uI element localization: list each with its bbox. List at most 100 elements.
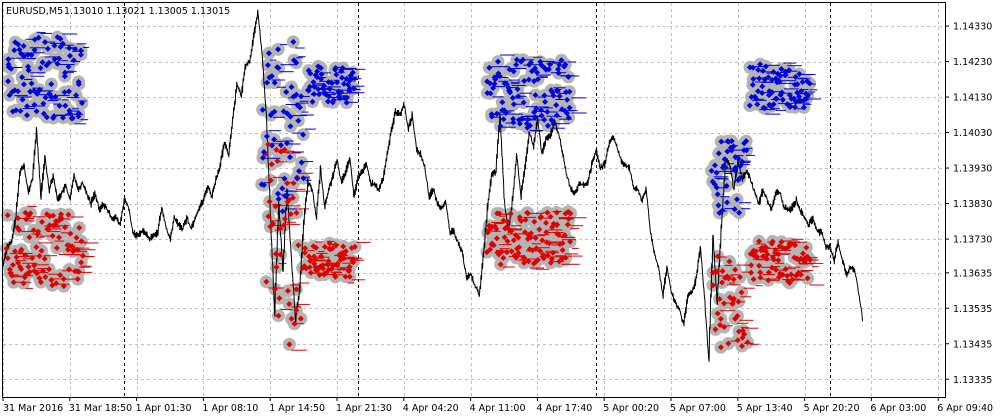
buy-order-marker [500,254,507,261]
buy-order-marker [515,234,522,241]
sell-order-marker [62,69,68,76]
sell-order-marker [296,168,302,175]
buy-order-marker [26,234,33,241]
sell-order-marker [73,92,80,99]
sell-order-marker [42,39,49,46]
sell-order-marker [723,182,730,189]
sell-order-marker [759,83,766,90]
sell-order-marker [565,73,572,80]
sell-order-marker [769,89,775,96]
x-tick-label: 4 Apr 04:20 [403,403,459,414]
x-tick-label: 5 Apr 07:00 [670,403,726,414]
buy-order-marker [775,251,782,258]
sell-order-marker [20,81,27,88]
buy-order-marker [534,256,541,263]
sell-order-marker [261,149,267,156]
buy-order-marker [78,238,85,245]
buy-order-marker [16,227,23,233]
x-tick-label: 31 Mar 2016 [3,403,63,414]
sell-order-marker [329,80,335,87]
sell-order-marker [724,148,731,155]
buy-order-marker [529,247,536,254]
buy-order-marker [308,257,315,264]
sell-order-marker [300,131,307,138]
buy-order-marker [729,300,736,307]
sell-order-marker [734,196,740,203]
buy-order-marker [345,268,352,275]
sell-order-marker [548,117,555,123]
buy-order-marker [735,298,742,305]
buy-order-marker [546,240,553,247]
sell-order-marker [263,133,270,140]
sell-order-marker [31,47,38,53]
buy-order-marker [29,255,36,262]
sell-order-marker [28,52,35,58]
sell-order-marker [315,86,322,93]
sell-order-marker [527,122,534,129]
sell-order-marker [728,138,735,145]
buy-order-marker [739,343,745,349]
sell-order-marker [770,101,777,108]
buy-order-marker [717,322,724,328]
sell-order-marker [777,72,784,79]
buy-order-marker [714,310,721,317]
sell-order-marker [493,110,500,117]
buy-order-marker [493,235,500,242]
buy-order-marker [753,253,760,260]
sell-order-marker [491,80,498,87]
buy-order-marker [564,221,571,228]
sell-order-marker [497,123,504,130]
sell-order-marker [35,34,42,41]
sell-order-marker [290,38,297,45]
sell-order-marker [765,74,772,81]
buy-order-marker [764,251,771,258]
buy-order-marker [721,324,728,330]
buy-order-marker [273,146,280,153]
sell-order-marker [750,76,757,82]
buy-order-marker [522,216,529,223]
buy-order-marker [306,264,313,271]
sell-order-marker [66,88,72,95]
sell-order-marker [544,108,551,115]
buy-order-marker [548,256,555,262]
buy-order-marker [737,274,743,281]
order-markers [3,34,813,351]
y-tick-label: 1.14230 [953,57,992,68]
sell-order-marker [750,64,757,71]
sell-order-marker [520,99,527,106]
sell-order-marker [555,70,562,77]
sell-order-marker [275,46,282,53]
sell-order-marker [487,90,494,97]
buy-order-marker [329,245,336,252]
buy-order-marker [515,250,522,257]
sell-order-marker [800,104,807,111]
buy-order-marker [765,277,772,284]
buy-order-marker [277,251,284,258]
sell-order-marker [724,199,731,206]
buy-order-marker [49,232,56,239]
buy-order-marker [30,227,37,234]
sell-order-marker [318,71,325,78]
buy-order-marker [293,286,300,293]
buy-order-marker [550,249,556,256]
buy-order-marker [301,249,308,256]
sell-order-marker [293,59,300,66]
buy-order-marker [56,234,62,241]
buy-order-marker [744,339,751,346]
buy-order-marker [719,279,725,286]
buy-order-marker [293,209,300,216]
sell-order-marker [714,191,721,198]
sell-order-marker [310,79,317,86]
sell-order-marker [556,93,563,100]
buy-order-marker [15,259,22,266]
buy-order-marker [25,263,32,270]
buy-order-marker [789,276,796,283]
buy-order-marker [725,275,732,281]
buy-order-marker [756,262,763,269]
buy-order-marker [792,242,798,249]
buy-order-marker [3,245,10,252]
sell-order-marker [779,96,786,103]
buy-order-marker [340,243,347,250]
sell-order-marker [334,79,340,86]
